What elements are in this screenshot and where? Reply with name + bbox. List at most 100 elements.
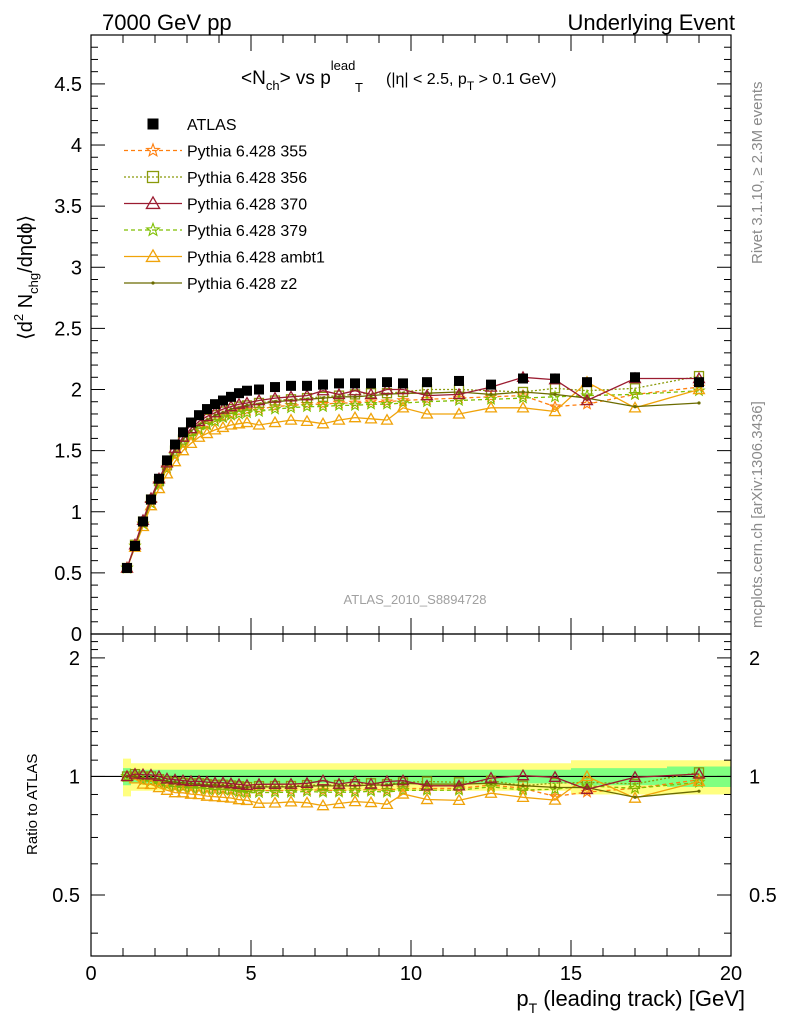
main-panel: 0 0.5 1 1.5 2 2.5 3 3.5 4 4.5 <Nch> vs pleadT (|η|… xyxy=(11,34,732,646)
data-point-0-26 xyxy=(422,377,432,388)
data-point-6-21 xyxy=(337,395,341,399)
ratio-point-3-33 xyxy=(692,767,706,779)
ratio-point-4-18 xyxy=(284,785,298,798)
data-point-5-8 xyxy=(184,436,198,448)
ratio-point-4-17 xyxy=(268,785,282,799)
ratio-point-5-27 xyxy=(452,793,466,806)
ratio-point-4-24 xyxy=(380,785,394,798)
ratio-point-6-32 xyxy=(633,795,637,799)
ratio-point-6-7 xyxy=(181,781,185,785)
data-point-5-17 xyxy=(268,415,282,428)
data-point-0-8 xyxy=(186,417,196,428)
ratio-point-3-18 xyxy=(284,777,298,789)
data-point-3-16 xyxy=(252,393,266,406)
ratio-point-3-31 xyxy=(580,782,594,795)
ratio-point-5-24 xyxy=(380,797,394,810)
ratio-point-5-14 xyxy=(232,792,246,805)
data-point-0-14 xyxy=(234,388,244,399)
ratio-y-tick-label-right: 2 xyxy=(749,648,760,670)
legend-marker xyxy=(151,281,155,285)
ratio-point-3-26 xyxy=(420,779,434,791)
ratio-point-6-11 xyxy=(213,783,217,787)
ratio-point-4-32 xyxy=(628,781,642,794)
legend-label: Pythia 6.428 356 xyxy=(187,170,307,187)
data-point-5-32 xyxy=(628,401,642,413)
ratio-point-6-29 xyxy=(521,784,525,788)
ratio-point-3-13 xyxy=(224,776,238,789)
ratio-point-3-12 xyxy=(216,776,230,788)
x-tick-label: 10 xyxy=(400,963,422,985)
data-point-0-3 xyxy=(146,494,156,505)
data-point-3-21 xyxy=(332,387,346,400)
ratio-point-5-23 xyxy=(364,795,378,808)
data-point-0-29 xyxy=(518,373,528,384)
x-tick-label: 0 xyxy=(85,963,96,985)
data-point-6-28 xyxy=(489,392,493,396)
ratio-point-4-25 xyxy=(396,783,410,796)
ratio-point-6-1 xyxy=(133,774,137,779)
ratio-point-5-26 xyxy=(420,792,434,805)
data-point-3-13 xyxy=(224,399,238,412)
data-point-3-20 xyxy=(316,384,330,396)
data-point-4-15 xyxy=(240,405,254,419)
data-point-4-19 xyxy=(300,399,314,413)
legend-item: Pythia 6.428 379 xyxy=(124,221,307,240)
data-point-3-14 xyxy=(232,397,246,409)
ratio-point-5-8 xyxy=(184,787,198,799)
data-point-0-20 xyxy=(318,379,328,390)
ratio-y-tick-label-right: 1 xyxy=(749,766,760,788)
x-tick-label: 5 xyxy=(245,963,256,985)
y-tick-label: 0 xyxy=(71,624,82,646)
data-point-1-20 xyxy=(316,397,330,410)
data-point-3-27 xyxy=(452,387,466,400)
data-point-3-26 xyxy=(420,388,434,401)
ratio-point-5-33 xyxy=(692,774,706,787)
legend-label: Pythia 6.428 z2 xyxy=(187,276,297,293)
legend-label: ATLAS xyxy=(187,117,237,134)
data-point-6-22 xyxy=(353,395,357,399)
y-tick-label: 1.5 xyxy=(54,441,82,463)
data-point-5-29 xyxy=(516,401,530,413)
ratio-point-3-2 xyxy=(136,767,150,780)
data-point-0-15 xyxy=(242,385,252,396)
ratio-data-layer xyxy=(91,758,731,811)
ratio-y-tick-label-left: 1 xyxy=(69,766,80,788)
ratio-point-2-27 xyxy=(453,777,465,788)
ratio-point-5-3 xyxy=(144,777,158,790)
ratio-point-6-21 xyxy=(337,784,341,788)
ratio-point-5-17 xyxy=(268,796,282,808)
data-point-0-32 xyxy=(630,372,640,383)
ratio-point-3-3 xyxy=(144,768,158,780)
legend-marker xyxy=(145,248,161,263)
data-point-1-23 xyxy=(364,394,378,408)
data-point-5-30 xyxy=(548,404,562,417)
data-point-0-22 xyxy=(350,378,360,389)
ratio-point-6-26 xyxy=(425,782,429,786)
ratio-point-5-29 xyxy=(516,790,530,803)
data-point-6-30 xyxy=(553,392,557,396)
ratio-point-6-13 xyxy=(229,783,233,788)
data-point-0-28 xyxy=(486,379,496,390)
ratio-point-5-11 xyxy=(208,789,222,802)
ratio-point-5-28 xyxy=(484,786,498,798)
ratio-point-3-16 xyxy=(252,777,266,790)
ratio-point-3-14 xyxy=(232,777,246,790)
mcplots-label: mcplots.cern.ch [arXiv:1306.3436] xyxy=(749,401,766,628)
rivet-label: Rivet 3.1.10, ≥ 2.3M events xyxy=(749,82,766,265)
ratio-point-5-15 xyxy=(240,793,254,806)
ratio-point-3-6 xyxy=(168,773,182,785)
series-line-6 xyxy=(126,391,700,569)
data-point-0-10 xyxy=(202,404,212,415)
data-point-0-21 xyxy=(334,378,344,389)
data-point-6-15 xyxy=(245,403,249,408)
ratio-point-5-25 xyxy=(396,787,410,799)
ratio-point-3-24 xyxy=(380,774,394,787)
ratio-point-3-28 xyxy=(484,771,498,783)
data-point-5-21 xyxy=(332,413,346,425)
legend: ATLAS Pythia 6.428 355 Pythia 6.428 356 Pyt… xyxy=(124,117,325,293)
main-y-tick-labels: 0 0.5 1 1.5 2 2.5 3 3.5 4 4.5 xyxy=(54,74,82,646)
ratio-point-5-5 xyxy=(160,783,174,795)
ratio-point-3-8 xyxy=(184,774,198,787)
y-tick-label: 4 xyxy=(71,135,82,157)
